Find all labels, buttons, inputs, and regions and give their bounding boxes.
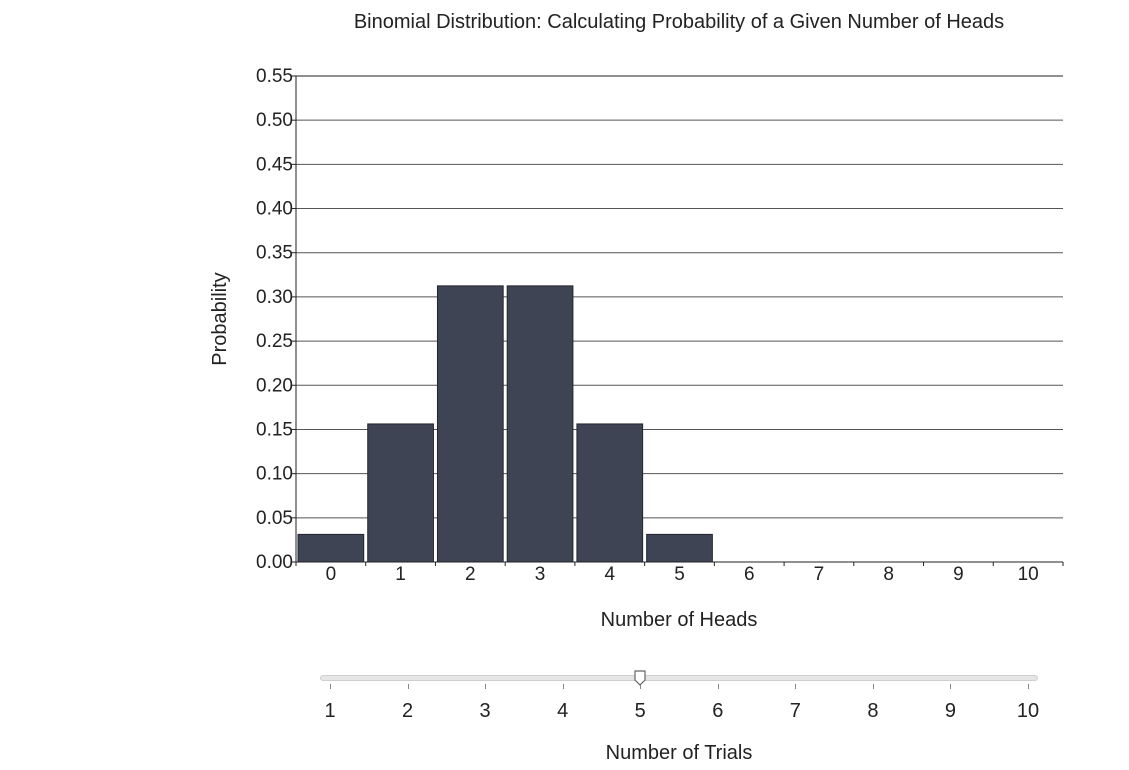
bar [436,285,504,563]
y-tick-label: 0.50 [256,110,293,131]
x-tick-label: 6 [744,564,755,585]
x-tick-label: 10 [1018,564,1039,585]
slider-title: Number of Trials [605,742,753,764]
x-tick-label: 3 [535,564,546,585]
x-tick-label: 7 [814,564,825,585]
slider-tick [1028,684,1029,689]
slider-tick [562,684,564,689]
y-tick-label: 0.10 [256,464,293,485]
slider-tick-label: 9 [944,700,956,722]
slider-tick [717,684,719,689]
slider-tick-label: 5 [634,700,646,722]
slider-tick-label: 8 [867,700,879,722]
slider-tick-label: 1 [324,700,336,722]
x-axis-title: Number of Heads [601,609,758,631]
trials-slider[interactable]: 1 2 3 4 5 6 7 8 9 10 Number of Trials [320,670,1039,770]
slider-tick-label: 10 [1016,700,1040,722]
x-tick-label: 1 [395,564,406,585]
slider-tick-label: 7 [789,700,801,722]
y-tick-label: 0.55 [256,66,293,87]
bar [506,285,574,563]
x-tick-label: 4 [604,564,615,585]
x-tick-label: 8 [883,564,894,585]
slider-tick [872,684,874,689]
x-tick-label: 2 [465,564,476,585]
slider-tick-label: 4 [557,700,569,722]
y-tick-label: 0.20 [256,375,293,396]
bar [646,533,713,563]
x-tick-label: 9 [953,564,964,585]
slider-tick [795,684,797,689]
bar [576,423,644,563]
slider-tick-label: 2 [401,700,414,722]
binomial-chart: Binomial Distribution: Calculating Proba… [209,11,1064,631]
y-tick-label: 0.15 [256,419,293,440]
y-tick-label: 0.40 [256,199,293,220]
y-tick-label: 0.00 [256,552,293,573]
y-tick-label: 0.25 [256,331,293,352]
y-tick-label: 0.05 [256,508,293,529]
y-axis-title: Probability [209,272,231,365]
x-tick-label: 5 [674,564,685,585]
slider-tick-label: 3 [479,700,491,722]
slider-tick-label: 6 [712,700,724,722]
slider-tick [330,684,331,689]
slider-track[interactable] [320,675,1038,681]
bar [297,533,365,563]
bar [367,423,434,563]
slider-tick [407,684,409,689]
chart-title: Binomial Distribution: Calculating Proba… [354,11,1004,33]
slider-thumb[interactable] [634,670,646,686]
x-tick-label: 0 [326,564,337,585]
y-tick-label: 0.30 [256,287,293,308]
y-tick-label: 0.45 [256,154,293,175]
slider-tick [950,684,952,689]
slider-tick [640,684,642,689]
y-tick-label: 0.35 [256,243,293,264]
slider-tick [485,684,487,689]
